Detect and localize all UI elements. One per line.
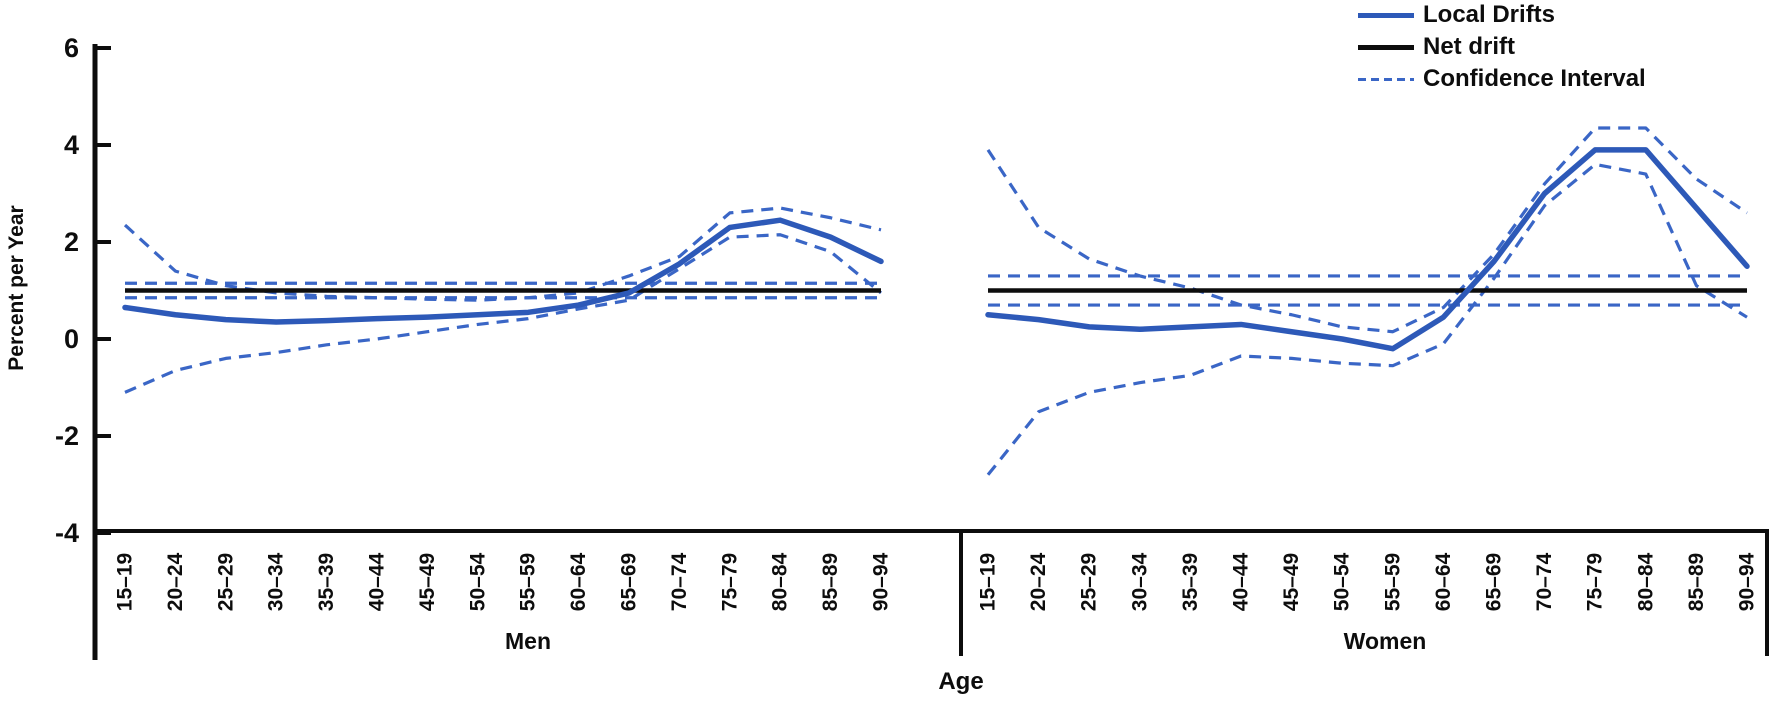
women-x-tick-label: 65–69 bbox=[1483, 553, 1506, 611]
men-local-drifts-line bbox=[122, 217, 884, 325]
net-drift-line-swatch-icon bbox=[1358, 44, 1414, 50]
women-ci-lower-line bbox=[986, 162, 1748, 476]
men-x-tick-label: 80–84 bbox=[769, 552, 792, 611]
men-x-tick-label: 75–79 bbox=[718, 553, 741, 611]
legend-label: Local Drifts bbox=[1423, 1, 1556, 28]
women-x-tick-label: 35–39 bbox=[1179, 553, 1202, 611]
women-x-tick-label: 80–84 bbox=[1634, 552, 1657, 611]
women-x-tick-label: 50–54 bbox=[1331, 552, 1354, 611]
y-tick-label: -2 bbox=[55, 421, 79, 451]
men-x-tick-label: 90–94 bbox=[870, 552, 893, 611]
women-ci-upper-line bbox=[986, 126, 1748, 334]
men-ci-lower-line bbox=[124, 233, 883, 394]
women-x-tick-label: 45–49 bbox=[1280, 553, 1303, 611]
y-tick-label: -4 bbox=[55, 518, 79, 548]
legend: Local Drifts Net drift Confidence Interv… bbox=[1358, 0, 1646, 95]
women-x-tick-label: 15–19 bbox=[977, 553, 1000, 611]
panel-label-women: Women bbox=[1343, 628, 1427, 654]
women-x-tick-label: 55–59 bbox=[1381, 553, 1404, 611]
y-axis-label: Percent per Year bbox=[5, 205, 28, 371]
men-x-tick-label: 20–24 bbox=[164, 552, 187, 611]
women-x-tick-label: 30–34 bbox=[1128, 552, 1151, 611]
y-tick-label: 0 bbox=[64, 324, 79, 354]
women-x-tick-label: 20–24 bbox=[1027, 552, 1050, 611]
x-axis-label: Age bbox=[938, 668, 984, 695]
men-x-tick-label: 85–89 bbox=[819, 553, 842, 611]
men-x-tick-label: 25–29 bbox=[214, 553, 237, 611]
men-x-tick-label: 15–19 bbox=[114, 553, 137, 611]
men-x-tick-label: 45–49 bbox=[416, 553, 439, 611]
legend-item-confidence-interval: Confidence Interval bbox=[1358, 63, 1646, 95]
men-x-tick-label: 30–34 bbox=[265, 552, 288, 611]
men-x-tick-label: 70–74 bbox=[668, 552, 691, 611]
men-x-tick-label: 40–44 bbox=[366, 552, 389, 611]
women-local-drifts-line bbox=[985, 147, 1750, 352]
confidence-interval-line-swatch-icon bbox=[1358, 77, 1414, 81]
men-x-tick-label: 55–59 bbox=[517, 553, 540, 611]
y-tick-label: 2 bbox=[64, 227, 79, 257]
women-x-tick-label: 90–94 bbox=[1736, 552, 1759, 611]
men-x-tick-label: 60–64 bbox=[567, 552, 590, 611]
legend-item-local-drifts: Local Drifts bbox=[1358, 0, 1646, 31]
men-x-tick-label: 35–39 bbox=[315, 553, 338, 611]
women-x-tick-label: 85–89 bbox=[1685, 553, 1708, 611]
local-drifts-line-swatch-icon bbox=[1358, 12, 1414, 18]
women-x-tick-label: 75–79 bbox=[1584, 553, 1607, 611]
y-tick-label: 6 bbox=[64, 33, 79, 63]
y-tick-label: 4 bbox=[64, 130, 79, 160]
men-x-tick-label: 50–54 bbox=[466, 552, 489, 611]
women-x-tick-label: 60–64 bbox=[1432, 552, 1455, 611]
women-x-tick-label: 70–74 bbox=[1533, 552, 1556, 611]
legend-label: Confidence Interval bbox=[1423, 65, 1646, 92]
legend-label: Net drift bbox=[1423, 33, 1515, 60]
women-x-tick-label: 25–29 bbox=[1078, 553, 1101, 611]
panel-label-men: Men bbox=[505, 628, 551, 654]
women-x-tick-label: 40–44 bbox=[1230, 552, 1253, 611]
legend-item-net-drift: Net drift bbox=[1358, 31, 1646, 63]
men-x-tick-label: 65–69 bbox=[618, 553, 641, 611]
